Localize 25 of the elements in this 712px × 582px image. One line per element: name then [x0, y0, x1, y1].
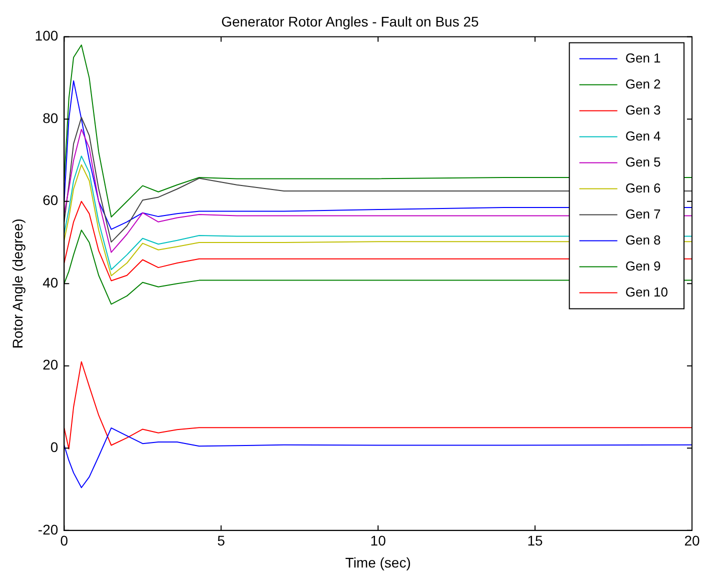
x-axis-title: Time (sec)	[345, 554, 411, 570]
legend-label: Gen 7	[625, 206, 661, 222]
legend-label: Gen 5	[625, 154, 661, 170]
y-tick-label: 0	[50, 438, 58, 455]
y-tick-label: 100	[34, 28, 58, 44]
x-tick-label: 0	[60, 532, 68, 549]
x-tick-label: 15	[527, 532, 544, 549]
legend-label: Gen 2	[625, 76, 661, 92]
y-tick-label: 40	[42, 274, 58, 290]
legend-label: Gen 4	[625, 128, 661, 144]
y-tick-label: -20	[38, 521, 58, 538]
x-tick-label: 10	[370, 532, 386, 549]
y-axis-title: Rotor Angle (degree)	[9, 218, 26, 349]
legend-label: Gen 3	[625, 102, 661, 118]
y-tick-label: 20	[42, 356, 58, 373]
legend-label: Gen 10	[625, 284, 668, 300]
x-tick-label: 20	[684, 532, 700, 549]
legend-label: Gen 9	[625, 258, 661, 274]
y-tick-label: 80	[42, 110, 58, 126]
x-tick-label: 5	[217, 532, 226, 549]
legend-label: Gen 6	[625, 180, 661, 196]
y-tick-label: 60	[42, 192, 58, 208]
legend-label: Gen 1	[625, 50, 661, 66]
legend-label: Gen 8	[625, 232, 661, 248]
chart-title: Generator Rotor Angles - Fault on Bus 25	[221, 13, 479, 30]
